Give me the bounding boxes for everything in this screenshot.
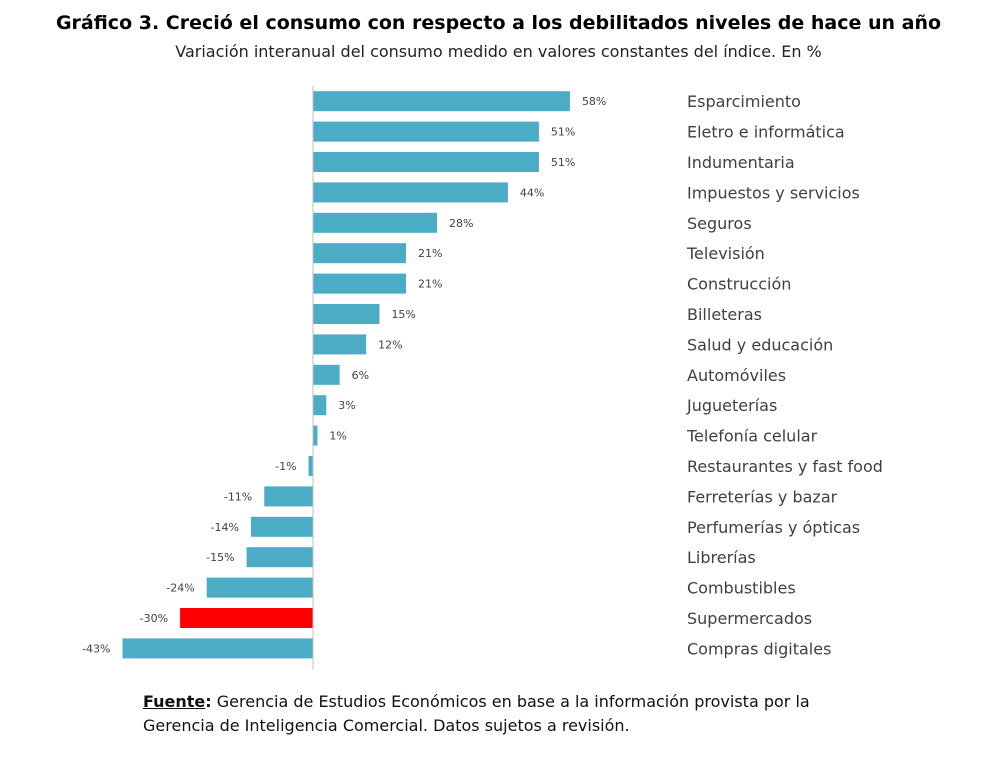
value-label: 1% — [329, 430, 346, 443]
bar — [313, 273, 407, 294]
bar — [264, 486, 313, 507]
category-label: Jugueterías — [686, 396, 777, 415]
source-colon: : — [205, 692, 212, 711]
category-label: Eletro e informática — [687, 123, 845, 142]
bar — [313, 334, 367, 355]
category-label: Compras digitales — [687, 639, 831, 658]
value-label: 21% — [418, 278, 442, 291]
category-label: Seguros — [687, 214, 752, 233]
category-label: Telefonía celular — [686, 427, 818, 446]
bar — [313, 182, 508, 203]
category-label: Supermercados — [687, 609, 812, 628]
bar — [313, 212, 438, 233]
category-label: Televisión — [686, 244, 765, 263]
chart-title: Gráfico 3. Creció el consumo con respect… — [55, 12, 942, 34]
value-label: -30% — [140, 612, 168, 625]
category-label: Billeteras — [687, 305, 762, 324]
bar — [250, 516, 313, 537]
category-label: Esparcimiento — [687, 92, 801, 111]
category-label: Restaurantes y fast food — [687, 457, 883, 476]
bar — [313, 91, 570, 112]
bar — [206, 577, 313, 598]
value-label: -14% — [211, 521, 239, 534]
value-label: 51% — [551, 126, 575, 139]
bar — [122, 638, 313, 659]
source-line-2: Gerencia de Inteligencia Comercial. Dato… — [143, 716, 630, 735]
category-label: Librerías — [687, 548, 756, 567]
value-label: 58% — [582, 95, 606, 108]
value-label: 15% — [391, 308, 415, 321]
source-label: Fuente — [143, 692, 206, 711]
bar — [180, 608, 313, 628]
bar — [246, 547, 313, 568]
category-label: Automóviles — [687, 366, 786, 385]
value-label: 3% — [338, 399, 355, 412]
value-label: -11% — [224, 490, 252, 503]
chart-subtitle: Variación interanual del consumo medido … — [175, 42, 822, 61]
bar — [313, 121, 539, 142]
value-label: -15% — [206, 551, 234, 564]
bar-chart: 58% Esparcimiento 51% Eletro e informática 5… — [82, 86, 883, 670]
bar — [313, 395, 327, 416]
bar — [313, 152, 539, 172]
value-label: -24% — [166, 582, 194, 595]
category-label: Combustibles — [687, 579, 796, 598]
value-label: 44% — [520, 186, 544, 199]
category-label: Indumentaria — [687, 153, 795, 172]
bar — [313, 243, 407, 264]
value-label: -43% — [82, 642, 110, 655]
bar — [313, 425, 318, 446]
value-label: 51% — [551, 156, 575, 169]
source-line-1: Gerencia de Estudios Económicos en base … — [216, 692, 810, 711]
value-label: 21% — [418, 247, 442, 260]
value-label: 6% — [352, 369, 369, 382]
value-label: -1% — [275, 460, 296, 473]
category-label: Perfumerías y ópticas — [687, 518, 860, 537]
category-label: Salud y educación — [687, 335, 833, 354]
bar — [308, 456, 313, 476]
value-label: 12% — [378, 338, 402, 351]
category-label: Ferreterías y bazar — [687, 487, 838, 506]
value-label: 28% — [449, 217, 473, 230]
source-note: Fuente: Gerencia de Estudios Económicos … — [143, 690, 903, 738]
category-label: Construcción — [687, 275, 791, 294]
category-label: Impuestos y servicios — [687, 183, 860, 202]
bar — [313, 364, 340, 385]
bar — [313, 304, 380, 324]
